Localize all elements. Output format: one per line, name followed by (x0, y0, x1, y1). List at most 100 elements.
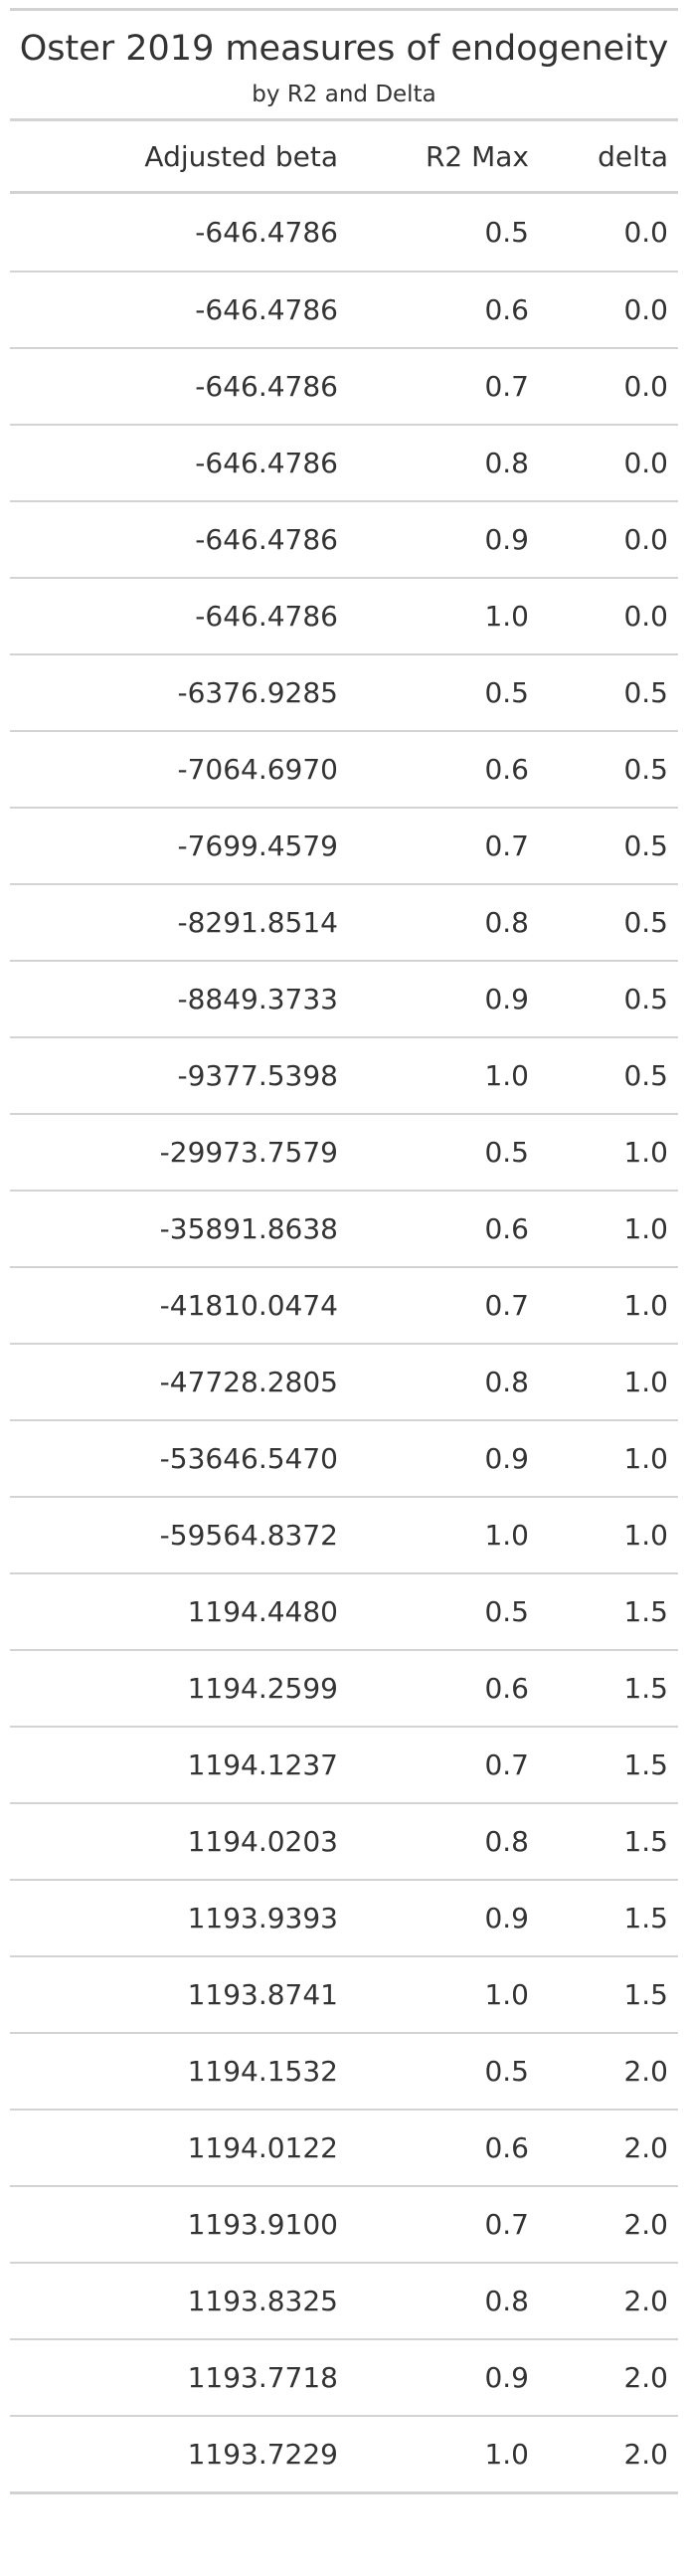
cell-delta: 0.0 (623, 523, 668, 556)
cell-adjusted-beta: -9377.5398 (177, 1059, 338, 1092)
cell-r2-max: 0.7 (484, 2208, 529, 2241)
table-row: -59564.8372 1.0 1.0 (10, 1496, 678, 1572)
cell-r2-max: 0.5 (484, 1595, 529, 1628)
cell-r2-max: 1.0 (484, 1059, 529, 1092)
cell-r2-max: 0.5 (484, 2055, 529, 2088)
cell-adjusted-beta: 1193.7718 (187, 2361, 338, 2394)
cell-adjusted-beta: -35891.8638 (159, 1212, 338, 1245)
cell-adjusted-beta: 1193.7229 (187, 2438, 338, 2471)
cell-delta: 0.0 (623, 293, 668, 326)
column-header-delta: delta (598, 139, 668, 173)
cell-r2-max: 0.6 (484, 2131, 529, 2164)
cell-r2-max: 0.9 (484, 2361, 529, 2394)
table-row: 1194.1237 0.7 1.5 (10, 1726, 678, 1802)
table-row: 1193.9393 0.9 1.5 (10, 1879, 678, 1955)
cell-r2-max: 0.8 (484, 906, 529, 939)
cell-r2-max: 0.9 (484, 983, 529, 1015)
table-title: Oster 2019 measures of endogeneity (19, 29, 669, 69)
cell-delta: 1.5 (623, 1978, 668, 2011)
table-row: -646.4786 0.8 0.0 (10, 424, 678, 500)
table-row: -8849.3733 0.9 0.5 (10, 960, 678, 1036)
table-row: -646.4786 0.5 0.0 (10, 194, 678, 271)
table-row: -29973.7579 0.5 1.0 (10, 1113, 678, 1190)
table-row: -646.4786 0.6 0.0 (10, 271, 678, 347)
table-subtitle: by R2 and Delta (252, 82, 436, 107)
cell-adjusted-beta: -8849.3733 (177, 983, 338, 1015)
cell-delta: 1.0 (623, 1136, 668, 1169)
cell-delta: 1.5 (623, 1595, 668, 1628)
cell-delta: 0.0 (623, 216, 668, 249)
cell-delta: 2.0 (623, 2361, 668, 2394)
cell-adjusted-beta: 1194.0203 (187, 1825, 338, 1858)
table-row: -7064.6970 0.6 0.5 (10, 730, 678, 807)
cell-r2-max: 0.6 (484, 1672, 529, 1705)
cell-r2-max: 0.5 (484, 216, 529, 249)
cell-adjusted-beta: -7064.6970 (177, 753, 338, 786)
cell-delta: 0.5 (623, 983, 668, 1015)
table-row: -35891.8638 0.6 1.0 (10, 1190, 678, 1266)
cell-adjusted-beta: -47728.2805 (159, 1366, 338, 1398)
cell-delta: 1.5 (623, 1748, 668, 1781)
cell-delta: 0.5 (623, 906, 668, 939)
cell-adjusted-beta: -646.4786 (195, 447, 338, 479)
cell-r2-max: 0.8 (484, 1366, 529, 1398)
cell-r2-max: 0.8 (484, 1825, 529, 1858)
column-header-adjusted-beta: Adjusted beta (144, 139, 338, 173)
cell-r2-max: 0.8 (484, 2285, 529, 2317)
cell-r2-max: 0.9 (484, 523, 529, 556)
table-row: -53646.5470 0.9 1.0 (10, 1419, 678, 1496)
table-header-row: Adjusted beta R2 Max delta (10, 118, 678, 194)
cell-delta: 1.0 (623, 1289, 668, 1322)
table-row: -9377.5398 1.0 0.5 (10, 1036, 678, 1113)
cell-r2-max: 0.5 (484, 676, 529, 709)
cell-adjusted-beta: -6376.9285 (177, 676, 338, 709)
cell-adjusted-beta: 1193.8325 (187, 2285, 338, 2317)
cell-delta: 2.0 (623, 2131, 668, 2164)
cell-r2-max: 0.6 (484, 1212, 529, 1245)
table-row: -6376.9285 0.5 0.5 (10, 653, 678, 730)
table-row: 1193.7718 0.9 2.0 (10, 2338, 678, 2415)
table-row: -7699.4579 0.7 0.5 (10, 807, 678, 883)
table-row: 1193.9100 0.7 2.0 (10, 2185, 678, 2262)
cell-r2-max: 1.0 (484, 600, 529, 633)
cell-r2-max: 1.0 (484, 1519, 529, 1552)
cell-delta: 1.0 (623, 1519, 668, 1552)
cell-r2-max: 0.7 (484, 1748, 529, 1781)
table-row: -646.4786 0.7 0.0 (10, 347, 678, 424)
table-row: 1194.2599 0.6 1.5 (10, 1649, 678, 1726)
cell-delta: 2.0 (623, 2055, 668, 2088)
cell-adjusted-beta: -7699.4579 (177, 829, 338, 862)
cell-delta: 0.5 (623, 753, 668, 786)
cell-adjusted-beta: -8291.8514 (177, 906, 338, 939)
table-body: -646.4786 0.5 0.0 -646.4786 0.6 0.0 -646.4786 0… (10, 194, 678, 2491)
cell-delta: 0.0 (623, 370, 668, 403)
cell-delta: 1.0 (623, 1212, 668, 1245)
table-row: -47728.2805 0.8 1.0 (10, 1343, 678, 1419)
cell-r2-max: 0.5 (484, 1136, 529, 1169)
cell-r2-max: 0.9 (484, 1902, 529, 1934)
cell-adjusted-beta: -646.4786 (195, 216, 338, 249)
cell-r2-max: 0.7 (484, 1289, 529, 1322)
table-row: -646.4786 0.9 0.0 (10, 500, 678, 577)
cell-adjusted-beta: -646.4786 (195, 600, 338, 633)
table-row: 1193.7229 1.0 2.0 (10, 2415, 678, 2491)
cell-r2-max: 0.8 (484, 447, 529, 479)
cell-r2-max: 0.6 (484, 293, 529, 326)
cell-adjusted-beta: -41810.0474 (159, 1289, 338, 1322)
cell-adjusted-beta: -646.4786 (195, 370, 338, 403)
cell-r2-max: 1.0 (484, 1978, 529, 2011)
cell-delta: 0.5 (623, 676, 668, 709)
cell-adjusted-beta: 1194.1237 (187, 1748, 338, 1781)
table-row: -646.4786 1.0 0.0 (10, 577, 678, 653)
cell-delta: 0.0 (623, 600, 668, 633)
cell-r2-max: 0.7 (484, 370, 529, 403)
cell-delta: 2.0 (623, 2285, 668, 2317)
table-row: 1194.4480 0.5 1.5 (10, 1572, 678, 1649)
cell-adjusted-beta: -646.4786 (195, 293, 338, 326)
table-row: 1193.8325 0.8 2.0 (10, 2262, 678, 2338)
cell-adjusted-beta: -53646.5470 (159, 1442, 338, 1475)
cell-adjusted-beta: -646.4786 (195, 523, 338, 556)
cell-adjusted-beta: 1194.1532 (187, 2055, 338, 2088)
cell-delta: 0.5 (623, 1059, 668, 1092)
cell-adjusted-beta: -29973.7579 (159, 1136, 338, 1169)
